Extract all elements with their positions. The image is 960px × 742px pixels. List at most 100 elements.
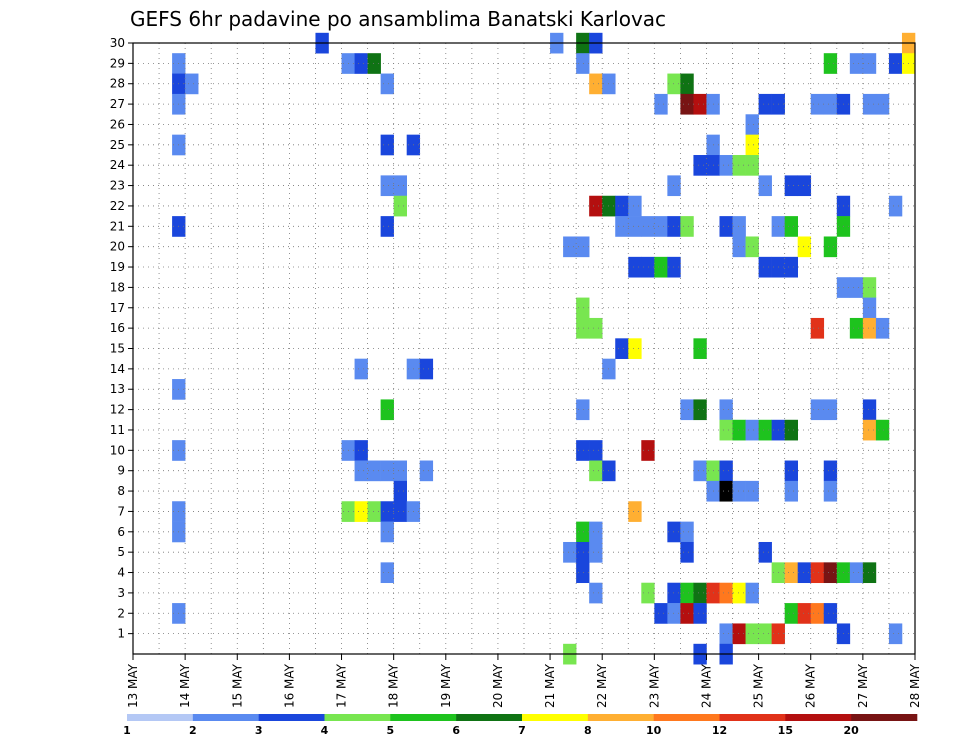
heatmap-cell — [823, 480, 838, 502]
heatmap-cell — [380, 175, 394, 197]
heatmap-cell — [758, 541, 772, 563]
heatmap-cell — [849, 277, 864, 298]
heatmap-cell — [810, 562, 825, 584]
heatmap-cell — [875, 317, 890, 339]
heatmap-cell — [628, 338, 642, 359]
x-tick-label: 26 MAY — [804, 663, 818, 708]
heatmap-cell — [393, 480, 407, 502]
x-tick-label: 14 MAY — [178, 663, 192, 708]
chart-title: GEFS 6hr padavine po ansamblima Banatski… — [130, 7, 666, 31]
heatmap-cell — [576, 562, 590, 584]
heatmap-cell — [823, 53, 838, 74]
y-axis: 1234567891011121314151617181920212223242… — [110, 36, 133, 641]
y-tick-label: 6 — [117, 525, 125, 539]
heatmap-cell — [797, 562, 812, 584]
heatmap-cell — [732, 236, 746, 258]
heatmap-cell — [693, 93, 707, 115]
colorbar-swatch — [851, 714, 918, 721]
heatmap-cell — [758, 175, 772, 197]
colorbar-legend: 1 2 3 4 5 6 7 8 10 12 15 20 — [123, 714, 918, 737]
heatmap-cell — [667, 521, 681, 543]
heatmap-cell — [576, 440, 590, 461]
heatmap-cell — [628, 216, 642, 237]
heatmap-cell — [641, 582, 655, 604]
heatmap-cell — [628, 195, 642, 217]
heatmap-cell — [784, 603, 798, 624]
heatmap-cell — [745, 623, 759, 645]
colorbar-label: 2 — [189, 724, 197, 737]
heatmap-cell — [576, 53, 590, 74]
heatmap-cell — [732, 419, 746, 441]
colorbar-label: 5 — [387, 724, 395, 737]
heatmap-cell — [745, 480, 759, 502]
heatmap-cell — [380, 501, 394, 522]
heatmap-cell — [576, 236, 590, 258]
y-tick-label: 29 — [110, 56, 125, 70]
x-axis: 13 MAY 14 MAY 15 MAY 16 MAY 17 MAY 18 MAY 19 M… — [126, 654, 922, 708]
heatmap-cell — [862, 93, 877, 115]
heatmap-cell — [667, 73, 681, 95]
x-tick-label: 17 MAY — [335, 663, 349, 708]
heatmap-cell — [615, 195, 629, 217]
heatmap-cell — [732, 155, 746, 176]
heatmap-cell — [680, 93, 694, 115]
heatmap-cell — [641, 440, 655, 461]
heatmap-cell — [784, 256, 798, 278]
y-tick-label: 30 — [110, 36, 125, 50]
heatmap-cell — [563, 541, 577, 563]
colorbar-swatch — [192, 714, 259, 721]
heatmap-cell — [576, 521, 590, 543]
colorbar-swatch — [653, 714, 720, 721]
heatmap-cell — [693, 338, 707, 359]
heatmap-cell — [589, 195, 603, 217]
colorbar-label: 7 — [518, 724, 526, 737]
x-tick-label: 20 MAY — [491, 663, 505, 708]
heatmap-cell — [862, 53, 877, 74]
heatmap-cell — [745, 134, 759, 156]
heatmap-cell — [654, 603, 668, 624]
y-tick-label: 26 — [110, 117, 125, 131]
heatmap-cell — [680, 399, 694, 421]
heatmap-cell — [823, 603, 838, 624]
colorbar-swatch — [390, 714, 457, 721]
y-tick-label: 4 — [117, 566, 125, 580]
heatmap-cell — [745, 155, 759, 176]
y-tick-label: 3 — [117, 586, 125, 600]
heatmap-cell — [380, 521, 394, 543]
y-tick-label: 1 — [117, 627, 125, 641]
heatmap-cells — [172, 32, 916, 665]
heatmap-cell — [758, 419, 772, 441]
colorbar-label: 20 — [844, 724, 860, 737]
colorbar-swatch — [719, 714, 786, 721]
heatmap-cell — [628, 501, 642, 522]
heatmap-cell — [862, 562, 877, 584]
heatmap-cell — [862, 399, 877, 421]
heatmap-cell — [354, 460, 368, 482]
heatmap-cell — [745, 114, 759, 135]
heatmap-cell — [862, 297, 877, 319]
heatmap-cell — [719, 419, 733, 441]
y-tick-label: 27 — [110, 97, 125, 111]
colorbar-swatch — [522, 714, 589, 721]
heatmap-cell — [667, 582, 681, 604]
y-tick-label: 21 — [110, 219, 125, 233]
heatmap-cell — [641, 256, 655, 278]
x-tick-label: 21 MAY — [543, 663, 557, 708]
heatmap-cell — [680, 541, 694, 563]
heatmap-cell — [563, 236, 577, 258]
heatmap-cell — [667, 216, 681, 237]
y-tick-label: 18 — [110, 280, 125, 294]
heatmap-cell — [393, 460, 407, 482]
heatmap-cell — [419, 358, 434, 380]
x-tick-label: 22 MAY — [595, 663, 609, 708]
heatmap-cell — [810, 603, 825, 624]
heatmap-cell — [693, 399, 707, 421]
heatmap-cell — [719, 460, 733, 482]
y-tick-label: 10 — [110, 443, 125, 457]
heatmap-cell — [693, 460, 707, 482]
heatmap-cell — [810, 93, 825, 115]
heatmap-cell — [745, 582, 759, 604]
colorbar-swatch — [456, 714, 523, 721]
y-tick-label: 5 — [117, 545, 125, 559]
heatmap-cell — [654, 216, 668, 237]
